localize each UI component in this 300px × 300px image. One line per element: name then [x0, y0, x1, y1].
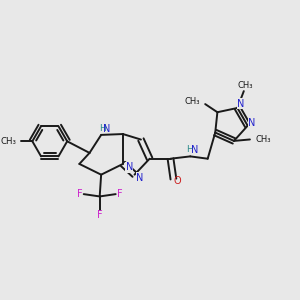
Text: H: H: [186, 146, 193, 154]
Text: N: N: [103, 124, 110, 134]
Text: O: O: [173, 176, 181, 186]
Text: CH₃: CH₃: [184, 97, 200, 106]
Text: N: N: [190, 145, 198, 155]
Text: N: N: [136, 172, 143, 183]
Text: CH₃: CH₃: [255, 135, 271, 144]
Text: N: N: [237, 99, 244, 109]
Text: CH₃: CH₃: [237, 81, 253, 90]
Text: F: F: [97, 210, 103, 220]
Text: H: H: [99, 124, 106, 133]
Text: CH₃: CH₃: [1, 137, 17, 146]
Text: N: N: [248, 118, 255, 128]
Text: F: F: [117, 189, 122, 199]
Text: F: F: [77, 189, 82, 199]
Text: N: N: [126, 162, 133, 172]
